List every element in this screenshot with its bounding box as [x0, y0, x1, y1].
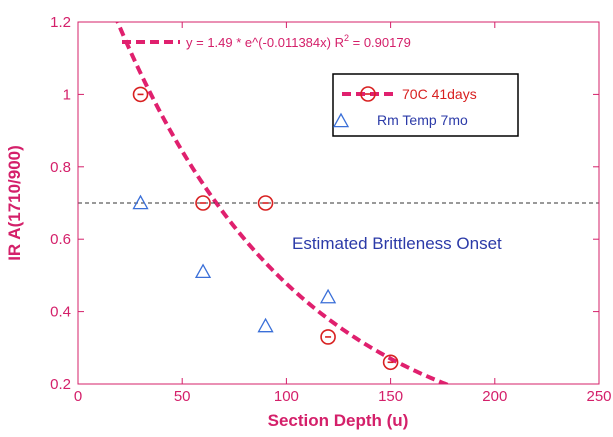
x-tick-label: 150: [378, 388, 403, 405]
x-axis-title: Section Depth (u): [268, 411, 409, 430]
fit-equation-r2-value: = 0.90179: [349, 35, 411, 50]
legend-label-rm-temp: Rm Temp 7mo: [377, 112, 468, 128]
fit-equation-r2-superscript: 2: [344, 33, 349, 43]
data-point-rm-temp-7mo: [132, 194, 149, 210]
y-tick-label: 1: [63, 86, 71, 103]
legend-marker-circle: [360, 86, 376, 102]
y-tick-label: 0.4: [50, 304, 71, 321]
x-tick-label: 0: [74, 388, 82, 405]
y-tick-label: 0.6: [50, 231, 71, 248]
y-axis-title: IR A(1710/900): [5, 145, 24, 261]
y-tick-label: 1.2: [50, 14, 71, 31]
data-point-rm-temp-7mo: [257, 317, 274, 333]
data-point-70c-41days: [132, 86, 149, 103]
x-tick-label: 200: [482, 388, 507, 405]
data-point-70c-41days: [195, 195, 211, 211]
brittleness-annotation: Estimated Brittleness Onset: [292, 234, 502, 253]
legend: 70C 41days Rm Temp 7mo: [332, 73, 519, 137]
data-point-70c-41days: [382, 354, 399, 371]
data-point-70c-41days: [320, 329, 336, 345]
data-point-rm-temp-7mo: [319, 288, 337, 304]
data-point-70c-41days: [257, 195, 274, 211]
legend-label-70c: 70C 41days: [402, 86, 477, 102]
x-tick-label: 100: [274, 388, 299, 405]
y-tick-label: 0.8: [50, 159, 71, 176]
legend-swatch-rm-temp-marker: [332, 112, 350, 128]
x-tick-label: 250: [586, 388, 611, 405]
plot-frame: [77, 21, 600, 385]
legend-swatch-70c-marker: [360, 86, 376, 102]
legend-box: [332, 73, 519, 137]
axis-ticks: 0 50 100 150 200 250 0.2 0.4 0.6 0.8 1 1.2: [50, 14, 611, 405]
fit-curve: [115, 22, 452, 384]
y-tick-label: 0.2: [50, 376, 71, 393]
legend-marker-triangle: [332, 112, 350, 128]
fit-equation: y = 1.49 * e^(-0.011384x) R2 = 0.90179: [186, 33, 411, 50]
x-tick-label: 50: [174, 388, 191, 405]
fit-equation-main: y = 1.49 * e^(-0.011384x) R: [186, 35, 344, 50]
data-point-rm-temp-7mo: [194, 263, 212, 279]
